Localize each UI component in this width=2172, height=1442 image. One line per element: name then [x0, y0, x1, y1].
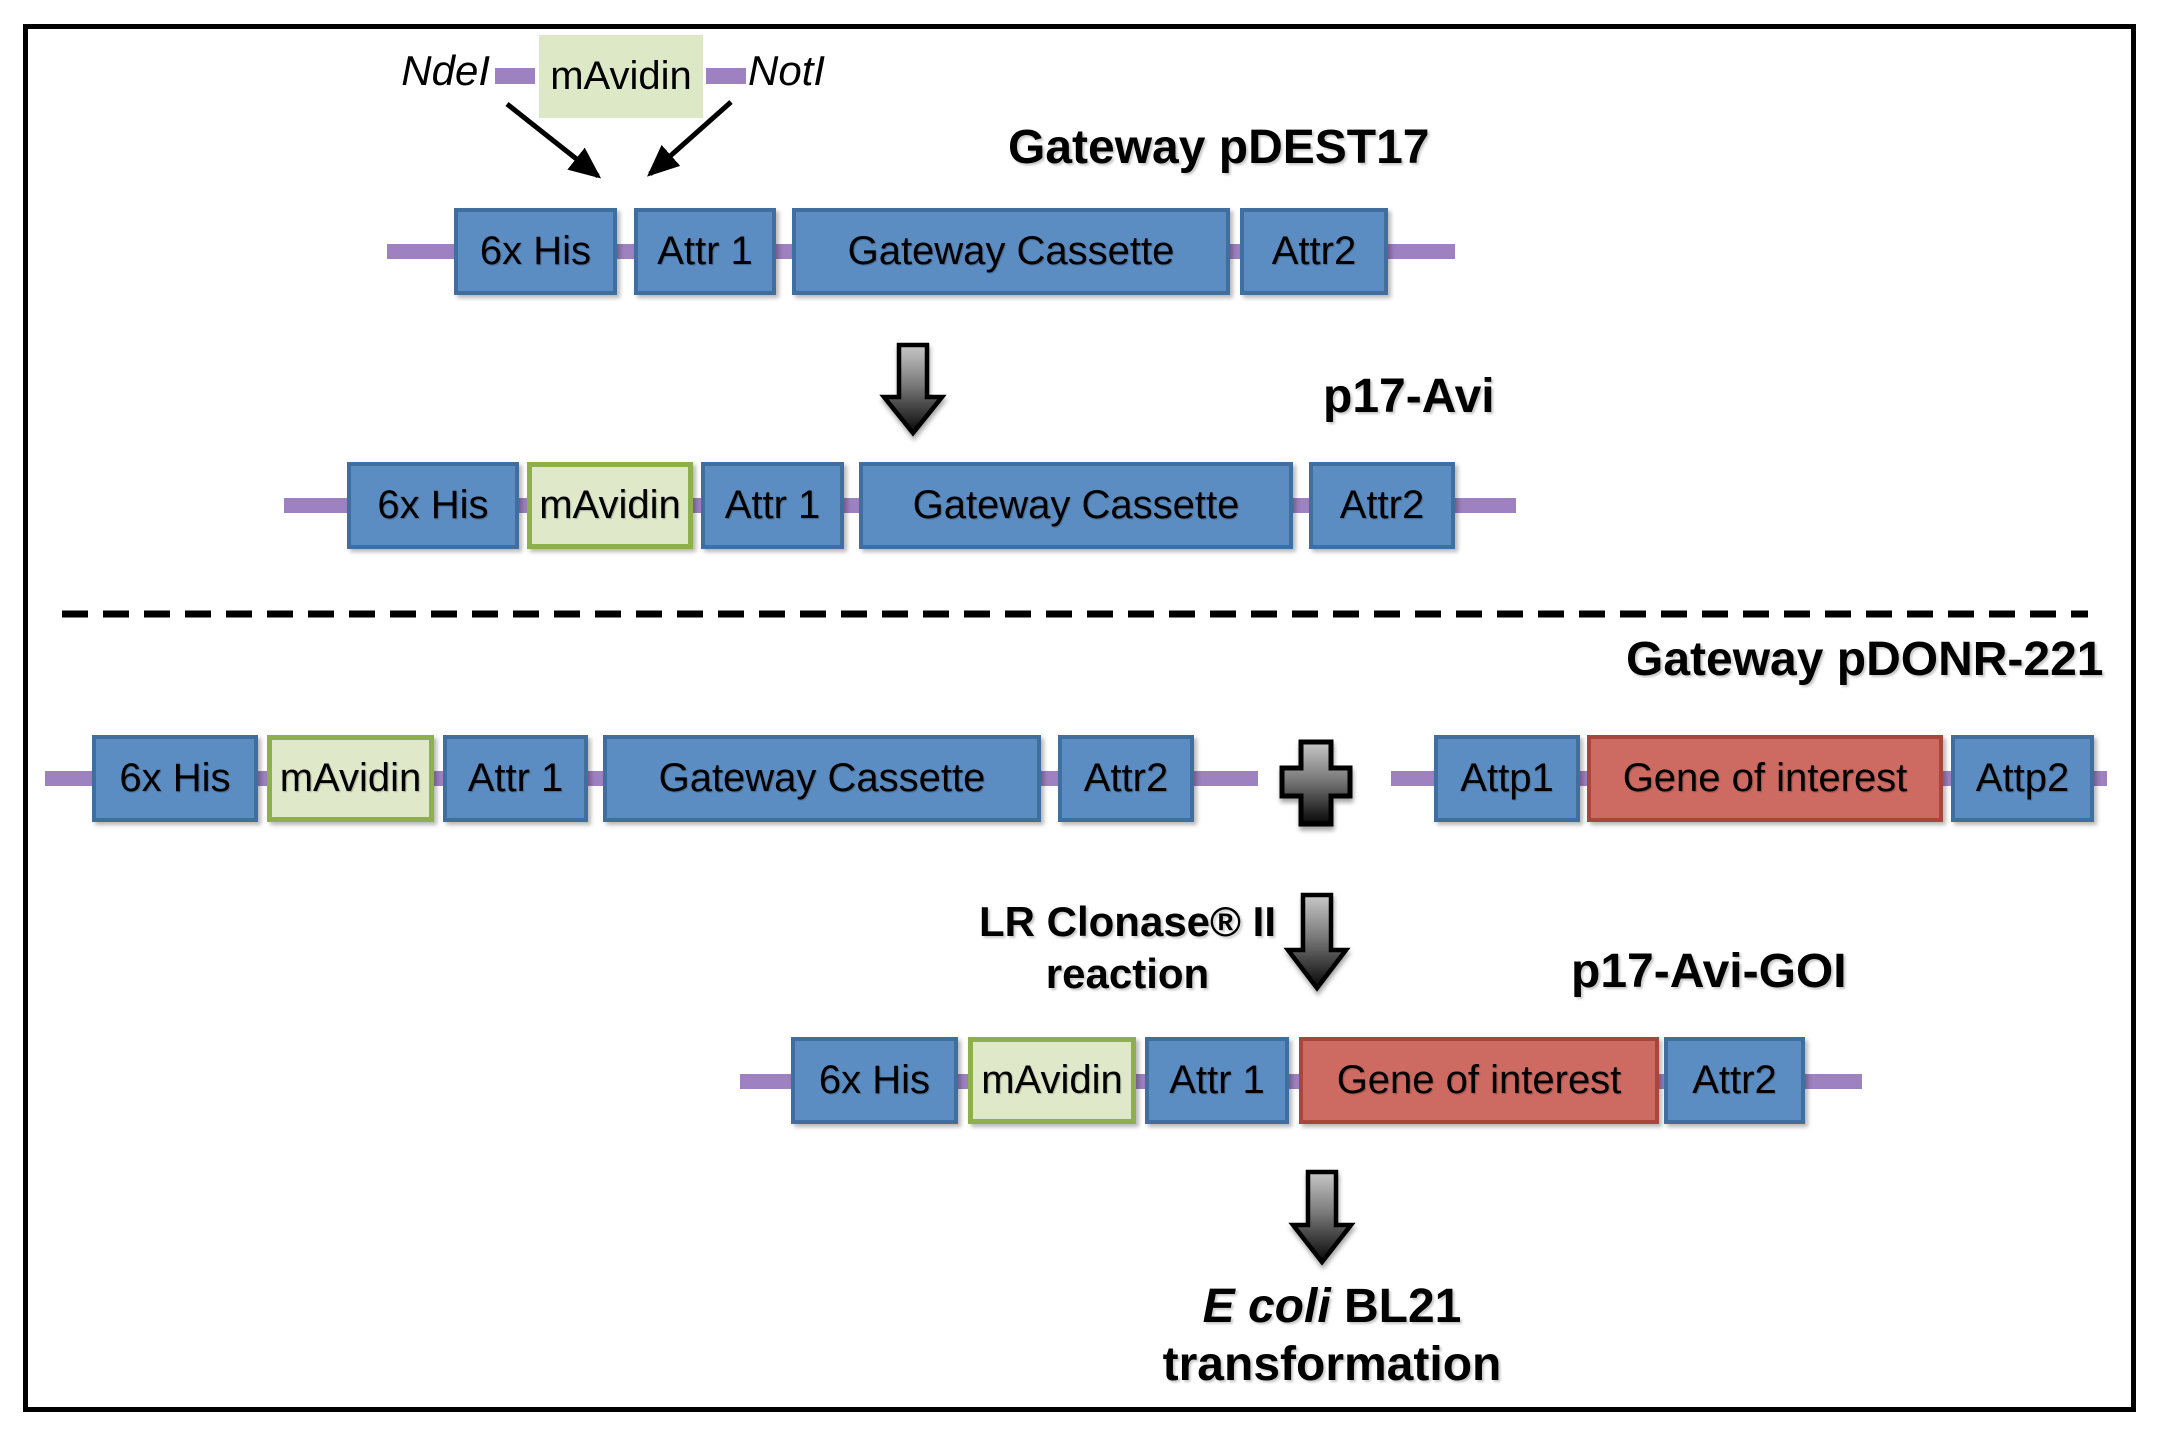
segment-gateway-cassette: Gateway Cassette	[792, 208, 1230, 295]
segment-6xhis: 6x His	[92, 735, 258, 822]
segment-mavidin: mAvidin	[968, 1037, 1136, 1124]
lr-clonase-line1: LR Clonase® II	[979, 898, 1276, 945]
lr-clonase-reaction-label: LR Clonase® II reaction	[900, 896, 1355, 1000]
diagram-frame	[23, 24, 2136, 1412]
segment-gateway-cassette: Gateway Cassette	[859, 462, 1293, 549]
lr-clonase-line2: reaction	[1045, 950, 1210, 997]
title-gateway-pdest17: Gateway pDEST17	[1008, 121, 1430, 174]
segment-attr2: Attr2	[1058, 735, 1194, 822]
segment-6xhis: 6x His	[454, 208, 617, 295]
transformation-line1: E coli BL21	[1032, 1278, 1632, 1336]
segment-gene-of-interest: Gene of interest	[1587, 735, 1943, 822]
segment-mavidin: mAvidin	[267, 735, 434, 822]
segment-6xhis: 6x His	[791, 1037, 958, 1124]
segment-attp1: Attp1	[1434, 735, 1580, 822]
segment-attr2: Attr2	[1240, 208, 1388, 295]
transformation-line2: transformation	[1162, 1338, 1502, 1391]
ecoli-italic: E coli	[1202, 1280, 1331, 1333]
segment-attp2: Attp2	[1951, 735, 2094, 822]
title-gateway-pdonr221: Gateway pDONR-221	[1626, 633, 2104, 686]
insert-gene-box: mAvidin	[539, 35, 703, 118]
segment-mavidin: mAvidin	[527, 462, 693, 549]
segment-attr2: Attr2	[1664, 1037, 1805, 1124]
restriction-site-ndei: NdeI	[401, 47, 490, 94]
title-p17-avi: p17-Avi	[1323, 370, 1495, 423]
segment-attr1: Attr 1	[443, 735, 588, 822]
segment-attr2: Attr2	[1309, 462, 1455, 549]
title-p17-avi-goi: p17-Avi-GOI	[1571, 945, 1847, 998]
segment-gene-of-interest: Gene of interest	[1299, 1037, 1659, 1124]
host-strain: BL21	[1330, 1280, 1462, 1333]
segment-6xhis: 6x His	[347, 462, 519, 549]
backbone-dash-right	[706, 68, 746, 84]
segment-attr1: Attr 1	[701, 462, 844, 549]
backbone-dash-left	[495, 68, 535, 84]
segment-gateway-cassette: Gateway Cassette	[603, 735, 1041, 822]
segment-attr1: Attr 1	[634, 208, 776, 295]
segment-attr1: Attr 1	[1145, 1037, 1289, 1124]
restriction-site-noti: NotI	[748, 47, 826, 94]
transformation-label: E coli BL21 transformation	[1032, 1278, 1632, 1394]
